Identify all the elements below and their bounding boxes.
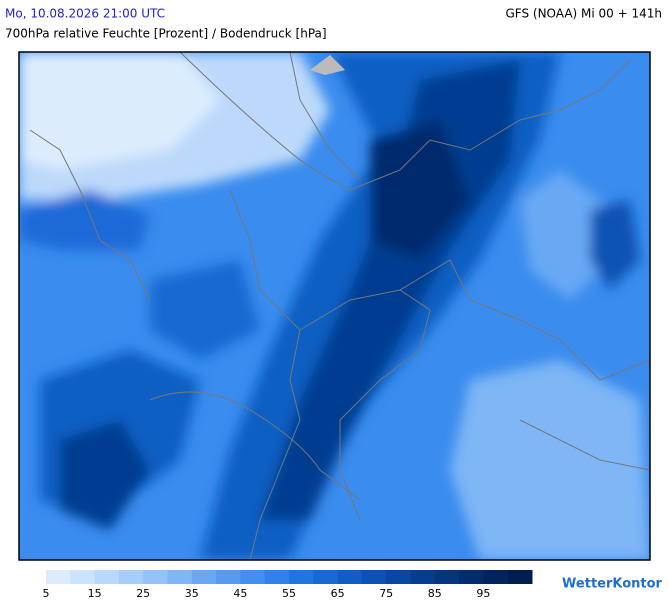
legend-tick-label: 55 <box>282 587 296 600</box>
subtitle: 700hPa relative Feuchte [Prozent] / Bode… <box>5 27 327 41</box>
legend-swatch <box>361 570 387 584</box>
legend-swatch <box>216 570 241 584</box>
legend-tick-label: 25 <box>136 587 150 600</box>
map-frame <box>18 51 651 561</box>
legend-tick-label: 15 <box>88 587 102 600</box>
legend-swatch <box>289 570 314 584</box>
legend-tick-label: 35 <box>185 587 199 600</box>
legend-swatch <box>70 570 96 584</box>
legend-swatch <box>167 570 193 584</box>
legend-swatch <box>313 570 339 584</box>
logo: WetterKontor <box>562 577 663 592</box>
legend-swatch <box>507 570 533 584</box>
legend-swatch <box>143 570 168 584</box>
legend-swatch <box>264 570 290 584</box>
map <box>19 52 650 560</box>
legend-swatch <box>191 570 217 584</box>
legend-swatch <box>94 570 120 584</box>
legend-swatch <box>483 570 509 584</box>
legend-swatch <box>337 570 363 584</box>
legend-tick-label: 65 <box>331 587 345 600</box>
legend-tick-label: 95 <box>476 587 490 600</box>
model-label: GFS (NOAA) Mi 00 + 141h <box>505 7 662 21</box>
legend-swatch <box>434 570 460 584</box>
legend-swatch <box>46 570 71 584</box>
legend-tick-label: 85 <box>428 587 442 600</box>
date-label: Mo, 10.08.2026 21:00 UTC <box>5 7 165 21</box>
legend: 5 15 25 35 45 55 65 75 85 95 <box>43 570 533 600</box>
legend-swatch <box>459 570 484 584</box>
legend-swatch <box>240 570 266 584</box>
legend-tick-label: 75 <box>379 587 393 600</box>
legend-swatch <box>410 570 436 584</box>
legend-tick-label: 45 <box>233 587 247 600</box>
legend-tick-label: 5 <box>43 587 50 600</box>
legend-swatch <box>386 570 411 584</box>
legend-swatch <box>118 570 144 584</box>
